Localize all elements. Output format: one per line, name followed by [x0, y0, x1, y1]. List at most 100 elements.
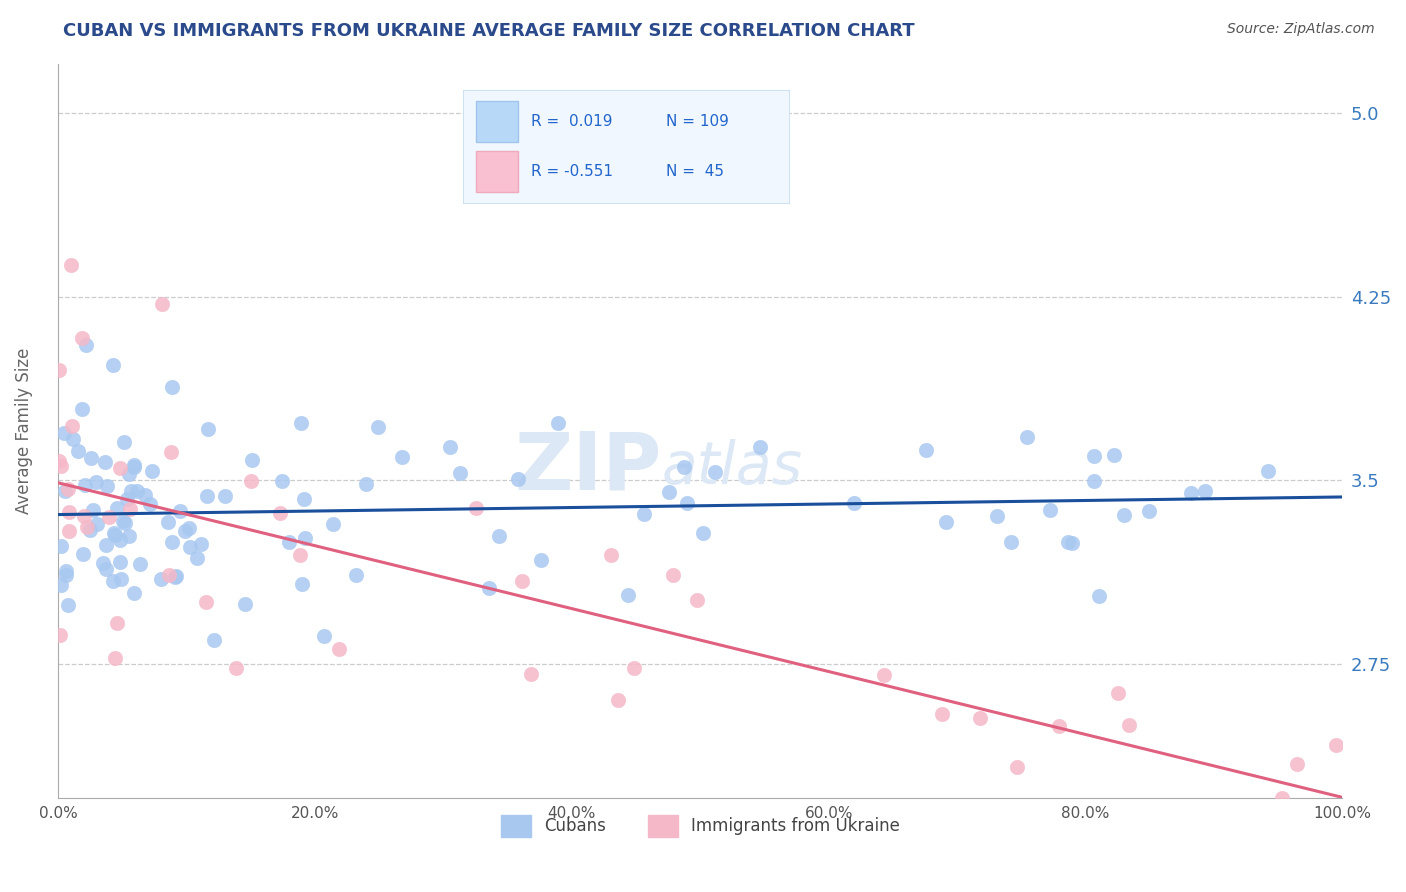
- Point: [269, 506, 291, 520]
- Point: [748, 440, 770, 454]
- Point: [623, 661, 645, 675]
- Point: [112, 435, 135, 450]
- Point: [108, 461, 131, 475]
- Point: [1137, 503, 1160, 517]
- Point: [1000, 535, 1022, 549]
- Point: [704, 465, 727, 479]
- Point: [478, 581, 501, 595]
- Point: [55, 565, 77, 579]
- Point: [186, 551, 208, 566]
- Point: [1180, 485, 1202, 500]
- Point: [118, 467, 141, 481]
- Point: [547, 416, 569, 430]
- Point: [915, 443, 938, 458]
- Point: [1047, 719, 1070, 733]
- Point: [314, 629, 336, 643]
- Point: [127, 483, 149, 498]
- Point: [986, 509, 1008, 524]
- Point: [165, 569, 187, 583]
- Point: [56, 598, 79, 612]
- Point: [673, 460, 696, 475]
- Point: [214, 489, 236, 503]
- Point: [1102, 448, 1125, 462]
- Point: [160, 380, 183, 394]
- Point: [322, 517, 344, 532]
- Point: [58, 524, 80, 539]
- Point: [150, 572, 173, 586]
- Text: ZIP: ZIP: [515, 429, 662, 507]
- Point: [59, 258, 82, 272]
- Point: [686, 593, 709, 607]
- Point: [278, 535, 301, 549]
- Point: [62, 432, 84, 446]
- Point: [122, 458, 145, 472]
- Text: atlas: atlas: [662, 439, 803, 496]
- Point: [367, 419, 389, 434]
- Point: [1114, 508, 1136, 523]
- Point: [1017, 430, 1039, 444]
- Point: [73, 509, 96, 524]
- Point: [174, 524, 197, 539]
- Point: [873, 668, 896, 682]
- Point: [124, 460, 146, 475]
- Point: [202, 632, 225, 647]
- Point: [103, 525, 125, 540]
- Point: [510, 574, 533, 588]
- Point: [101, 359, 124, 373]
- Point: [1083, 449, 1105, 463]
- Point: [1107, 686, 1129, 700]
- Point: [122, 586, 145, 600]
- Point: [53, 484, 76, 499]
- Point: [607, 693, 630, 707]
- Point: [114, 516, 136, 530]
- Point: [1257, 464, 1279, 478]
- Point: [48, 363, 70, 377]
- Point: [134, 488, 156, 502]
- Point: [60, 418, 83, 433]
- Point: [48, 627, 70, 641]
- Point: [49, 578, 72, 592]
- Point: [969, 711, 991, 725]
- Point: [75, 338, 97, 352]
- Point: [1056, 535, 1078, 549]
- Point: [662, 568, 685, 582]
- Point: [94, 455, 117, 469]
- Point: [141, 464, 163, 478]
- Point: [240, 474, 263, 488]
- Point: [271, 474, 294, 488]
- Point: [159, 568, 181, 582]
- Point: [94, 538, 117, 552]
- Legend: Cubans, Immigrants from Ukraine: Cubans, Immigrants from Ukraine: [492, 806, 908, 845]
- Point: [111, 514, 134, 528]
- Point: [290, 416, 312, 430]
- Point: [439, 441, 461, 455]
- Point: [354, 477, 377, 491]
- Point: [139, 497, 162, 511]
- Point: [55, 568, 77, 582]
- Point: [194, 595, 217, 609]
- Point: [633, 507, 655, 521]
- Point: [67, 443, 90, 458]
- Point: [76, 520, 98, 534]
- Point: [676, 496, 699, 510]
- Point: [190, 537, 212, 551]
- Point: [80, 451, 103, 466]
- Point: [291, 576, 314, 591]
- Point: [58, 505, 80, 519]
- Point: [617, 588, 640, 602]
- Point: [118, 529, 141, 543]
- Point: [1083, 474, 1105, 488]
- Point: [70, 401, 93, 416]
- Point: [101, 574, 124, 589]
- Point: [94, 562, 117, 576]
- Point: [52, 425, 75, 440]
- Point: [1060, 536, 1083, 550]
- Point: [86, 517, 108, 532]
- Point: [600, 548, 623, 562]
- Point: [1088, 589, 1111, 603]
- Point: [117, 491, 139, 506]
- Point: [82, 502, 104, 516]
- Point: [49, 539, 72, 553]
- Point: [118, 502, 141, 516]
- Point: [179, 540, 201, 554]
